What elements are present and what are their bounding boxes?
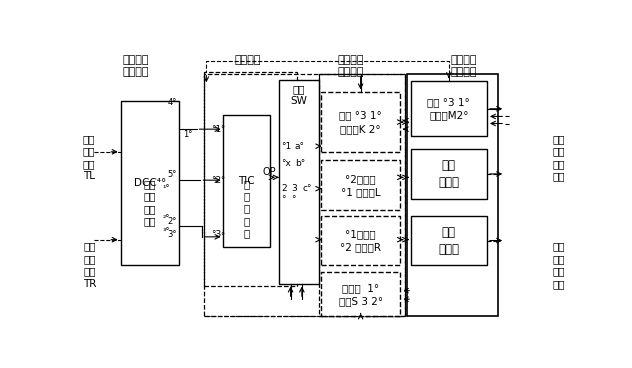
Text: ²°: ²°: [162, 214, 170, 223]
Text: DCC⁴°: DCC⁴°: [134, 178, 166, 188]
Bar: [407, 74, 498, 316]
Text: °: °: [221, 232, 224, 241]
Text: 1°: 1°: [183, 130, 192, 139]
Text: ¹°: ¹°: [162, 184, 170, 193]
Text: 4°: 4°: [167, 98, 177, 107]
Bar: [411, 149, 487, 199]
Text: 右侧
手操器: 右侧 手操器: [439, 226, 459, 255]
Text: b°: b°: [295, 159, 305, 168]
Text: 右侧
返料
风执
行器: 右侧 返料 风执 行器: [552, 241, 565, 289]
Text: °: °: [281, 195, 286, 205]
Bar: [322, 272, 400, 316]
Text: °: °: [291, 195, 296, 205]
Text: 左侧
下料
温度
TL: 左侧 下料 温度 TL: [83, 134, 95, 181]
Text: 5°: 5°: [167, 170, 177, 179]
Text: °1: °1: [211, 125, 221, 134]
Bar: [204, 74, 404, 316]
Text: 温
差
调
节
器: 温 差 调 节 器: [243, 179, 250, 238]
Text: °: °: [221, 176, 224, 185]
Text: 左侧
手操器: 左侧 手操器: [439, 159, 459, 189]
Bar: [411, 216, 487, 265]
Text: 调节单元: 调节单元: [234, 56, 261, 66]
Text: °1: °1: [281, 142, 291, 151]
Text: °x: °x: [281, 159, 291, 168]
Text: 3°: 3°: [167, 230, 177, 238]
Text: ³°: ³°: [162, 227, 170, 236]
Text: 输入信号
处理单元: 输入信号 处理单元: [122, 56, 149, 77]
Text: 2: 2: [281, 184, 287, 193]
Text: °2: °2: [211, 176, 221, 185]
Bar: [204, 72, 297, 286]
Bar: [322, 216, 400, 265]
Bar: [279, 79, 320, 284]
Text: 操作输出
处理单元: 操作输出 处理单元: [450, 56, 477, 77]
Text: 开关
SW: 开关 SW: [291, 84, 307, 106]
Bar: [322, 160, 400, 210]
Text: °1信号高
°2 选择器R: °1信号高 °2 选择器R: [340, 229, 381, 252]
Text: 3: 3: [291, 184, 297, 193]
Text: °3: °3: [211, 230, 221, 238]
Text: °2信号高
°1 选择器L: °2信号高 °1 选择器L: [341, 174, 380, 197]
Text: 输出信号
处理单元: 输出信号 处理单元: [337, 56, 364, 77]
Text: c°: c°: [302, 184, 312, 193]
Text: °: °: [221, 125, 224, 134]
Text: 信号选  1°
择器S 3 2°: 信号选 1° 择器S 3 2°: [339, 283, 383, 306]
Bar: [322, 92, 400, 152]
Text: 信号 °3 1°
选择器M2°: 信号 °3 1° 选择器M2°: [427, 97, 470, 120]
Text: 信号 °3 1°
选择器K 2°: 信号 °3 1° 选择器K 2°: [339, 110, 382, 134]
Bar: [319, 74, 404, 316]
Bar: [224, 115, 270, 247]
Text: TIC: TIC: [238, 176, 255, 186]
Text: 左侧
返料
风执
行器: 左侧 返料 风执 行器: [552, 134, 565, 181]
Text: a°: a°: [295, 142, 305, 151]
Text: OP: OP: [263, 167, 276, 177]
Bar: [121, 101, 179, 265]
Text: 右侧
下料
温度
TR: 右侧 下料 温度 TR: [83, 241, 96, 289]
Text: 2°: 2°: [167, 217, 177, 226]
Text: 温差
运算
及比
较器: 温差 运算 及比 较器: [143, 179, 156, 226]
Bar: [411, 81, 487, 136]
